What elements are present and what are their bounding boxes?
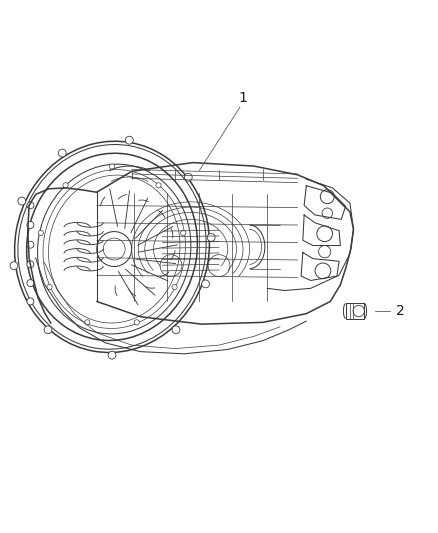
Circle shape [27,298,34,305]
Circle shape [201,280,209,288]
Circle shape [172,285,177,289]
Text: 1: 1 [239,91,247,105]
Circle shape [172,326,180,334]
Circle shape [47,285,52,289]
Circle shape [207,233,215,241]
Circle shape [27,261,34,268]
Circle shape [108,351,116,359]
Circle shape [18,197,26,205]
Circle shape [27,202,34,209]
Circle shape [180,230,186,236]
Circle shape [44,326,52,334]
Circle shape [156,183,161,188]
Circle shape [184,173,192,181]
Circle shape [27,280,34,287]
Circle shape [10,262,18,270]
Text: 2: 2 [396,304,405,318]
Circle shape [85,320,90,325]
Circle shape [63,183,68,188]
Circle shape [38,230,43,236]
Circle shape [134,320,139,325]
Circle shape [27,222,34,229]
Circle shape [27,241,34,248]
Bar [346,303,364,319]
Circle shape [125,136,133,144]
Circle shape [110,164,115,169]
Circle shape [58,149,66,157]
